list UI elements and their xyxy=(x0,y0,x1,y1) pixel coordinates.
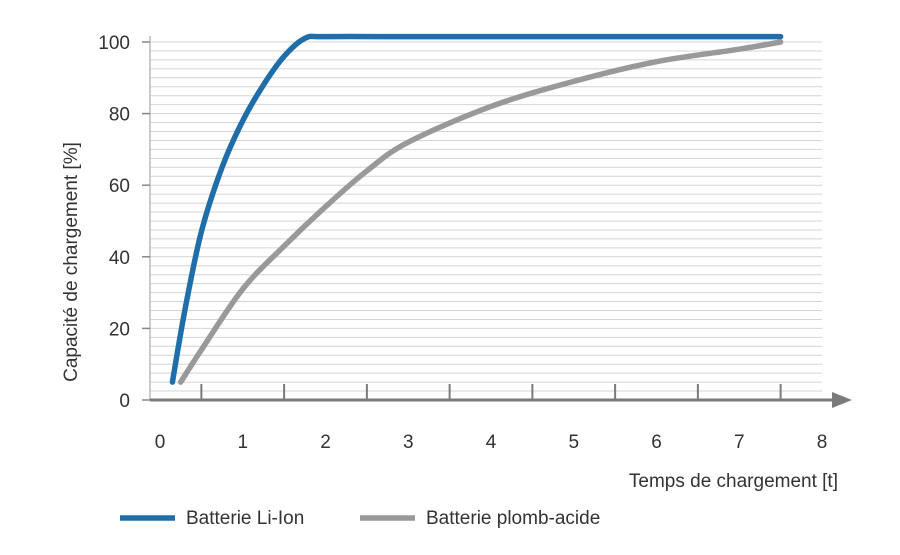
data-line xyxy=(177,39,784,385)
legend-label: Batterie plomb-acide xyxy=(426,508,600,529)
x-tick-label: 6 xyxy=(651,432,662,453)
legend-label: Batterie Li-Ion xyxy=(186,508,304,529)
y-tick-label: 80 xyxy=(109,105,130,126)
x-tick-label: 7 xyxy=(734,432,745,453)
x-tick-label: 2 xyxy=(320,432,331,453)
x-tick-label: 1 xyxy=(237,432,248,453)
x-tick-label: 5 xyxy=(568,432,579,453)
x-tick-label: 3 xyxy=(403,432,414,453)
data-line xyxy=(169,33,784,385)
y-tick-label: 20 xyxy=(109,319,130,340)
x-tick-label: 4 xyxy=(486,432,497,453)
x-axis-label: Temps de chargement [t] xyxy=(629,471,838,492)
y-tick-label: 0 xyxy=(119,391,130,412)
x-tick-label: 0 xyxy=(155,432,166,453)
x-axis-arrow xyxy=(832,392,852,408)
y-tick-label: 100 xyxy=(98,33,130,54)
y-axis-label: Capacité de chargement [%] xyxy=(61,142,82,382)
x-tick-label: 8 xyxy=(817,432,828,453)
y-tick-label: 60 xyxy=(109,176,130,197)
y-tick-label: 40 xyxy=(109,248,130,269)
